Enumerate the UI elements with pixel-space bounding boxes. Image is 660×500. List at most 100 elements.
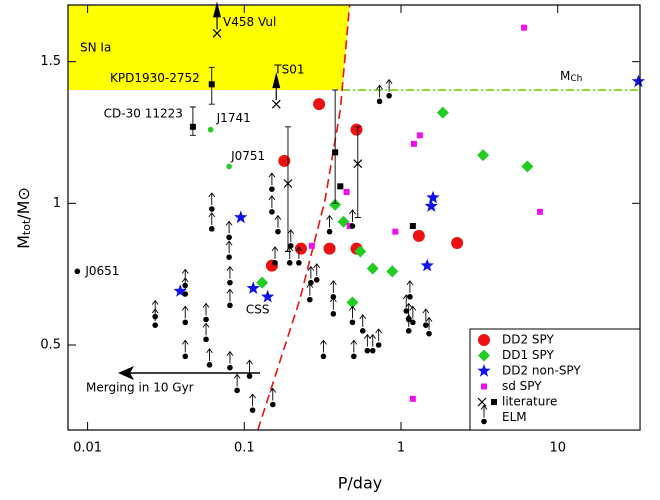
point-dot bbox=[227, 302, 233, 309]
point-dot bbox=[234, 387, 240, 394]
point-label: J1741 bbox=[216, 111, 251, 125]
point-dot bbox=[349, 223, 356, 229]
lower-limit-arrow bbox=[226, 350, 234, 364]
lower-limit-arrow bbox=[225, 220, 233, 234]
point-dot bbox=[364, 347, 371, 354]
legend-label: sd SPY bbox=[502, 379, 542, 393]
lower-limit-point bbox=[181, 305, 189, 326]
lower-limit-arrow bbox=[313, 263, 321, 276]
point-dot bbox=[386, 92, 392, 99]
point bbox=[521, 160, 534, 173]
point-dot bbox=[375, 342, 382, 348]
point bbox=[271, 99, 281, 109]
point-dot bbox=[407, 294, 413, 300]
lower-limit-arrow bbox=[307, 265, 315, 279]
point-dot bbox=[206, 362, 213, 368]
point bbox=[207, 126, 214, 133]
point bbox=[436, 106, 449, 119]
lower-limit-arrow bbox=[349, 305, 356, 319]
point bbox=[416, 132, 423, 139]
merging-arrow bbox=[118, 366, 260, 380]
lower-limit-point bbox=[295, 246, 303, 266]
point bbox=[353, 159, 363, 169]
point-dot bbox=[226, 234, 232, 241]
lower-limit-point bbox=[402, 294, 410, 314]
error-bar bbox=[332, 89, 339, 204]
point bbox=[74, 268, 81, 275]
lower-limit-point bbox=[246, 359, 253, 379]
point bbox=[354, 245, 367, 258]
lower-limit-arrow bbox=[359, 314, 367, 327]
lower-limit-arrow bbox=[208, 212, 216, 225]
y-label-sub: tot bbox=[20, 219, 33, 235]
point-dot bbox=[349, 319, 356, 326]
lower-limit-point bbox=[313, 263, 321, 283]
lower-limit-point bbox=[405, 314, 413, 334]
lower-limit-point bbox=[364, 333, 371, 354]
point-label: CD-30 11223 bbox=[104, 106, 183, 120]
lower-limit-point bbox=[274, 214, 282, 235]
point-dot bbox=[326, 228, 333, 235]
legend-label: DD2 SPY bbox=[502, 333, 555, 347]
point bbox=[412, 229, 425, 242]
point bbox=[631, 74, 645, 88]
point-dot bbox=[330, 294, 337, 300]
point bbox=[261, 289, 275, 303]
point-dot bbox=[351, 353, 357, 360]
point-dot bbox=[410, 319, 416, 326]
point bbox=[313, 98, 326, 111]
lower-limit-point bbox=[249, 393, 256, 413]
point bbox=[234, 210, 248, 224]
point-label: TS01 bbox=[273, 63, 304, 77]
point bbox=[409, 395, 416, 402]
x-tick-label: 1 bbox=[397, 441, 405, 456]
point bbox=[481, 383, 487, 390]
lower-limit-point bbox=[233, 373, 241, 394]
point bbox=[208, 81, 215, 88]
point-dot bbox=[423, 322, 429, 328]
lower-limit-point bbox=[406, 280, 414, 300]
lower-limit-point bbox=[271, 246, 279, 266]
lower-limit-arrow bbox=[376, 84, 383, 98]
lower-limit-arrow bbox=[287, 229, 295, 242]
point-dot bbox=[376, 98, 383, 105]
lower-limit-point bbox=[349, 209, 356, 229]
lower-limit-arrow bbox=[329, 297, 337, 310]
lower-limit-arrow bbox=[375, 328, 383, 341]
lower-limit-point bbox=[206, 348, 213, 368]
point bbox=[278, 154, 291, 167]
y-tick-label: 0.5 bbox=[40, 338, 61, 353]
lower-limit-arrow bbox=[225, 240, 233, 254]
point-dot bbox=[330, 311, 337, 317]
point-label: V458 Vul bbox=[223, 15, 276, 29]
point bbox=[350, 123, 363, 136]
lower-limit-point bbox=[268, 195, 276, 215]
lower-limit-point bbox=[225, 220, 233, 241]
lower-limit-point bbox=[202, 302, 210, 323]
point-dot bbox=[269, 209, 275, 215]
point-dot bbox=[182, 319, 189, 326]
point-dot bbox=[307, 296, 313, 303]
lower-limit-point bbox=[385, 78, 393, 99]
lower-limit-point bbox=[286, 246, 294, 266]
lower-limit-point bbox=[326, 214, 333, 235]
point-dot bbox=[286, 260, 293, 266]
lower-limit-arrow bbox=[233, 373, 241, 387]
point bbox=[451, 237, 464, 249]
lower-limit-arrow bbox=[306, 282, 314, 296]
lower-limit-arrow bbox=[268, 172, 276, 186]
point-dot bbox=[405, 328, 412, 334]
legend-label: ELM bbox=[502, 410, 527, 424]
point-dot bbox=[320, 353, 327, 360]
lower-limit-arrow bbox=[320, 339, 327, 353]
lower-limit-arrow bbox=[406, 280, 414, 293]
point-dot bbox=[246, 373, 253, 379]
point-dot bbox=[403, 308, 410, 314]
lower-limit-arrow bbox=[295, 246, 303, 259]
x-tick-label: 10 bbox=[549, 441, 566, 456]
arrow-head bbox=[118, 366, 134, 380]
lower-limit-point bbox=[306, 282, 314, 303]
lower-limit-arrow bbox=[181, 277, 189, 290]
lower-limit-arrow bbox=[349, 209, 356, 222]
